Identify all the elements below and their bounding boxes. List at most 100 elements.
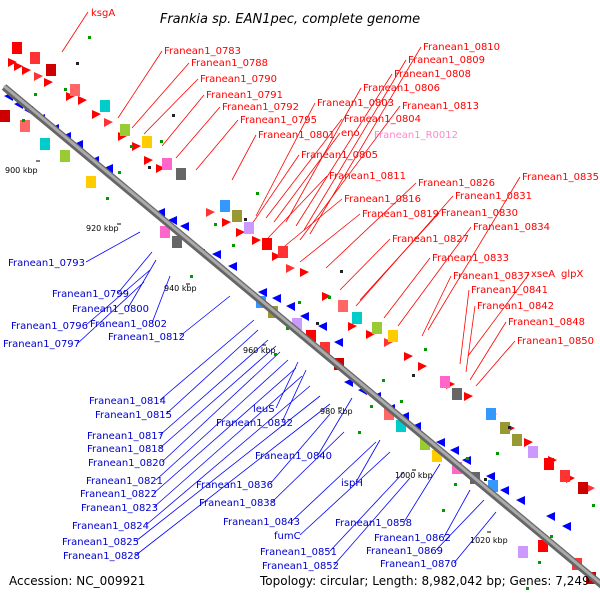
- gene-label-0799[interactable]: Franean1_0799: [52, 289, 129, 300]
- gene-label-0809[interactable]: Franean1_0809: [408, 55, 485, 66]
- gene-label-0805[interactable]: Franean1_0805: [301, 150, 378, 161]
- gene-label-0827[interactable]: Franean1_0827: [392, 234, 469, 245]
- gene-label-0833[interactable]: Franean1_0833: [432, 253, 509, 264]
- forward-gene-arrow: [34, 72, 43, 81]
- gene-label-0824[interactable]: Franean1_0824: [72, 521, 149, 532]
- gene-label-0823[interactable]: Franean1_0823: [81, 503, 158, 514]
- gene-label-0822[interactable]: Franean1_0822: [80, 489, 157, 500]
- reverse-gene-arrow: [486, 472, 495, 481]
- gene-label-0783[interactable]: Franean1_0783: [164, 46, 241, 57]
- gene-label-0848[interactable]: Franean1_0848: [508, 317, 585, 328]
- gene-label-0811[interactable]: Franean1_0811: [329, 171, 406, 182]
- gene-label-ksgA[interactable]: ksgA: [91, 8, 115, 19]
- gene-label-0869[interactable]: Franean1_0869: [366, 546, 443, 557]
- gene-label-0795[interactable]: Franean1_0795: [240, 115, 317, 126]
- gene-label-0791[interactable]: Franean1_0791: [206, 90, 283, 101]
- forward-leader-line: [469, 321, 507, 381]
- accession-text: Accession: NC_009921: [9, 574, 145, 588]
- gene-label-0793[interactable]: Franean1_0793: [8, 258, 85, 269]
- gene-label-0796[interactable]: Franean1_0796: [11, 321, 88, 332]
- reverse-leader-line: [151, 275, 171, 324]
- gene-label-0838[interactable]: Franean1_0838: [199, 498, 276, 509]
- gene-label-0812[interactable]: Franean1_0812: [108, 332, 185, 343]
- minor-feature-dot: [370, 405, 373, 408]
- gene-label-0831[interactable]: Franean1_0831: [455, 191, 532, 202]
- gene-label-0815[interactable]: Franean1_0815: [95, 410, 172, 421]
- tick-label-1020: 1020 kbp: [470, 536, 508, 545]
- gene-label-eno[interactable]: eno: [341, 128, 360, 139]
- gene-label-R0012[interactable]: Franean1_R0012: [374, 130, 458, 141]
- gene-label-0801[interactable]: Franean1_0801: [258, 130, 335, 141]
- gene-label-0821[interactable]: Franean1_0821: [86, 476, 163, 487]
- gene-label-0852[interactable]: Franean1_0852: [262, 561, 339, 572]
- gene-label-0837[interactable]: Franean1_0837: [453, 271, 530, 282]
- gene-label-ispH[interactable]: ispH: [341, 478, 363, 489]
- gene-label-0806[interactable]: Franean1_0806: [363, 83, 440, 94]
- gene-label-0817[interactable]: Franean1_0817: [87, 431, 164, 442]
- gene-label-0840[interactable]: Franean1_0840: [255, 451, 332, 462]
- gene-label-0788[interactable]: Franean1_0788: [191, 58, 268, 69]
- gene-label-0816[interactable]: Franean1_0816: [344, 194, 421, 205]
- gene-label-0850[interactable]: Franean1_0850: [517, 336, 594, 347]
- gene-label-0814[interactable]: Franean1_0814: [89, 396, 166, 407]
- gene-label-0825[interactable]: Franean1_0825: [62, 537, 139, 548]
- reverse-gene-arrow: [168, 216, 177, 225]
- gene-label-0830[interactable]: Franean1_0830: [441, 208, 518, 219]
- forward-gene-arrow: [272, 252, 281, 261]
- gene-label-0841[interactable]: Franean1_0841: [471, 285, 548, 296]
- gene-label-fumC[interactable]: fumC: [274, 531, 301, 542]
- gene-label-0802[interactable]: Franean1_0802: [90, 319, 167, 330]
- gene-feature-box: [420, 438, 430, 450]
- forward-gene-arrow: [222, 218, 231, 227]
- gene-feature-box: [486, 408, 496, 420]
- forward-gene-arrow: [8, 58, 17, 67]
- gene-feature-box: [352, 312, 362, 324]
- forward-leader-line: [279, 198, 343, 251]
- gene-label-0836[interactable]: Franean1_0836: [196, 480, 273, 491]
- genome-info-text: Topology: circular; Length: 8,982,042 bp…: [259, 574, 590, 588]
- forward-gene-arrow: [348, 322, 357, 331]
- gene-label-0843[interactable]: Franean1_0843: [223, 517, 300, 528]
- gene-label-leuS[interactable]: leuS: [253, 404, 275, 415]
- gene-label-0797[interactable]: Franean1_0797: [3, 339, 80, 350]
- gene-label-0820[interactable]: Franean1_0820: [88, 458, 165, 469]
- gene-label-0800[interactable]: Franean1_0800: [72, 304, 149, 315]
- gene-label-0851[interactable]: Franean1_0851: [260, 547, 337, 558]
- gene-label-0862[interactable]: Franean1_0862: [374, 533, 451, 544]
- minor-feature-dot: [172, 114, 175, 117]
- minor-feature-dot: [256, 192, 259, 195]
- gene-feature-box: [0, 110, 10, 122]
- forward-leader-line: [427, 176, 521, 331]
- gene-feature-box: [500, 422, 510, 434]
- gene-label-0832[interactable]: Franean1_0832: [216, 418, 293, 429]
- gene-label-0819[interactable]: Franean1_0819: [362, 209, 439, 220]
- forward-gene-arrow: [404, 352, 413, 361]
- gene-label-0790[interactable]: Franean1_0790: [200, 74, 277, 85]
- gene-label-0813[interactable]: Franean1_0813: [402, 101, 479, 112]
- gene-label-xseA[interactable]: xseA: [531, 269, 555, 280]
- reverse-gene-arrow: [286, 302, 295, 311]
- forward-leader-line: [299, 105, 401, 241]
- gene-label-0804[interactable]: Franean1_0804: [344, 114, 421, 125]
- reverse-leader-line: [271, 431, 345, 503]
- gene-label-0803[interactable]: Franean1_0803: [317, 98, 394, 109]
- gene-label-0858[interactable]: Franean1_0858: [335, 518, 412, 529]
- gene-label-0810[interactable]: Franean1_0810: [423, 42, 500, 53]
- minor-feature-dot: [550, 535, 553, 538]
- reverse-leader-line: [159, 319, 255, 401]
- gene-label-0808[interactable]: Franean1_0808: [394, 69, 471, 80]
- reverse-leader-line: [299, 451, 391, 536]
- gene-label-0818[interactable]: Franean1_0818: [87, 444, 164, 455]
- gene-label-0828[interactable]: Franean1_0828: [63, 551, 140, 562]
- gene-label-0842[interactable]: Franean1_0842: [477, 301, 554, 312]
- gene-label-0826[interactable]: Franean1_0826: [418, 178, 495, 189]
- gene-feature-box: [278, 246, 288, 258]
- gene-label-glpX[interactable]: glpX: [561, 269, 583, 280]
- gene-feature-box: [544, 458, 554, 470]
- gene-label-0835[interactable]: Franean1_0835: [522, 172, 599, 183]
- gene-label-0870[interactable]: Franean1_0870: [380, 559, 457, 570]
- gene-feature-box: [244, 222, 254, 234]
- gene-label-0792[interactable]: Franean1_0792: [222, 102, 299, 113]
- forward-gene-arrow: [156, 164, 165, 173]
- gene-label-0834[interactable]: Franean1_0834: [473, 222, 550, 233]
